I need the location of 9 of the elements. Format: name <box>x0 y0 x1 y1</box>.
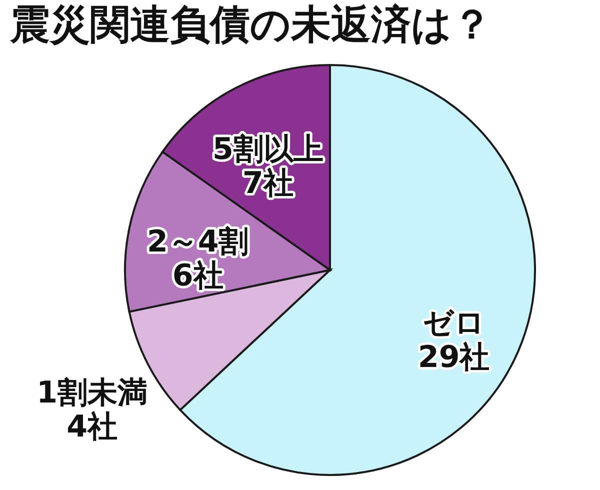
slice-label: ゼロ <box>422 306 485 341</box>
slice-label: 1割未満 <box>36 375 148 410</box>
data-label: 29社 <box>418 340 490 375</box>
data-label: 6社 <box>172 258 224 294</box>
slice-label: 5割以上 <box>212 132 324 168</box>
data-label: 7社 <box>242 166 294 202</box>
data-label: 4社 <box>66 409 118 444</box>
chart-title: 震災関連負債の未返済は？ <box>9 2 492 48</box>
slice-label: 2～4割 <box>146 224 249 260</box>
